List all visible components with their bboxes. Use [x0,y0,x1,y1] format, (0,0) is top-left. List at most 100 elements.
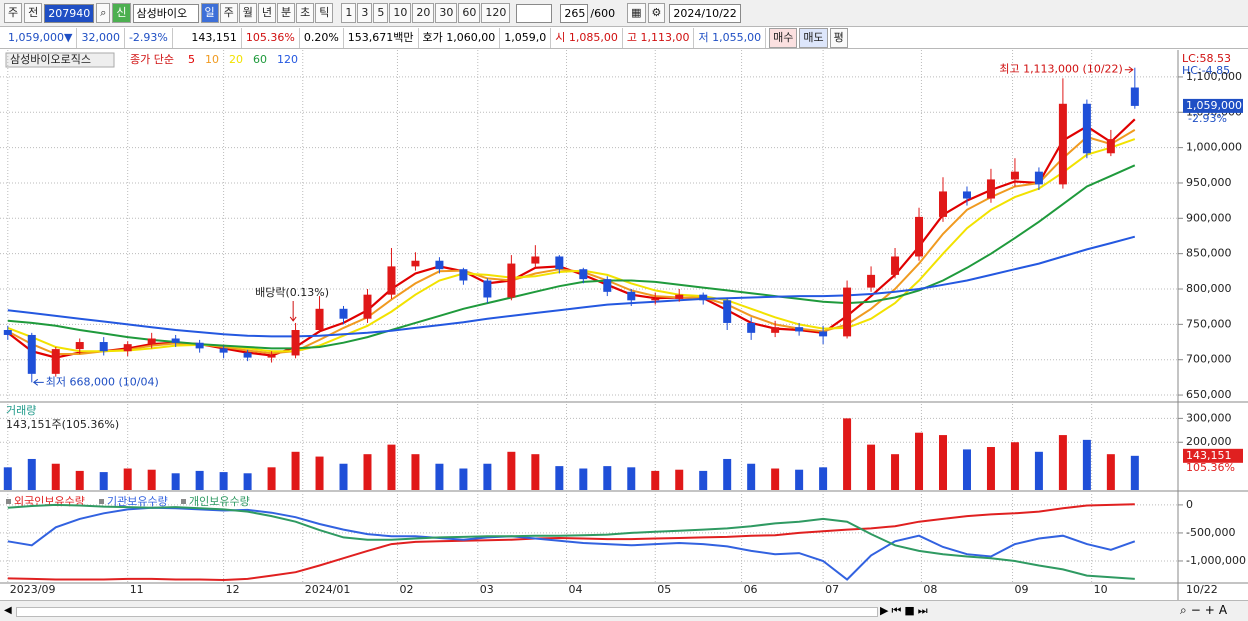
candle-body [795,327,804,332]
x-tick-label: 05 [657,583,671,596]
candle-body [459,269,468,281]
candle-body [315,308,324,331]
current-price: 1,059,000 [1186,99,1242,112]
toolbar-button[interactable]: 120 [481,3,511,23]
buy-button[interactable]: 매수 [769,27,798,48]
change: 32,000 [77,27,125,48]
toolbar-button[interactable]: 1 [341,3,357,23]
tool-button[interactable]: ⚙ [647,3,666,23]
y-tick-label: 900,000 [1186,211,1232,224]
bid: 1,059,0 [500,27,552,48]
y-tick-label: 850,000 [1186,247,1232,260]
legend-entry: 10 [205,53,219,66]
lc-label: LC:58.53 [1182,52,1231,65]
turnover: 0.20% [300,27,344,48]
volume-bar [75,470,84,490]
period-select[interactable]: 주 [4,3,23,23]
toolbar-button[interactable]: 틱 [315,3,334,23]
x-tick-label: 09 [1015,583,1029,596]
candle-body [387,266,396,295]
volume-bar [867,444,876,490]
amount: 153,671백만 [344,27,419,48]
code-input[interactable]: 207940 [44,3,95,23]
y-tick-label: 750,000 [1186,317,1232,330]
y-tick-label: 1,100,000 [1186,70,1242,83]
toolbar-button[interactable]: 월 [238,3,257,23]
avg-button[interactable]: 평 [829,27,848,48]
volume-bar [603,466,612,490]
legend-entry: 60 [253,53,267,66]
holding-line [7,506,1136,581]
toolbar-button[interactable]: 년 [257,3,277,23]
volume-bar [819,467,828,490]
candle-body [1058,103,1067,185]
toolbar-button[interactable]: 일 [200,3,219,23]
prev-button[interactable]: 전 [24,3,43,23]
volume-bar [27,458,36,490]
search-button[interactable]: ⌕ [96,3,111,23]
candle-body [219,348,228,353]
nav-buttons[interactable]: ▶⏮■⏭ [880,604,931,617]
volume-bar [51,463,60,490]
toolbar-button[interactable]: 3 [357,3,373,23]
toolbar-button[interactable]: 10 [389,3,412,23]
holding-line [7,503,1135,580]
y-tick-label: -1,000,000 [1186,554,1246,567]
scroll-left[interactable]: ◀ [4,605,12,616]
interval-input[interactable] [516,3,553,23]
toolbar-button[interactable]: 30 [435,3,458,23]
candle-body [1106,139,1115,154]
date-input[interactable]: 2024/10/22 [669,3,741,23]
candle-body [171,338,180,343]
toolbar-button[interactable]: 60 [458,3,481,23]
volume-bar [147,469,156,490]
toolbar-button[interactable]: 초 [296,3,315,23]
y-tick-label: 950,000 [1186,176,1232,189]
volume-bar [315,456,324,490]
candle-body [3,330,12,335]
volume-bar [675,469,684,490]
candle-body [962,191,971,199]
toolbar-button[interactable]: 주 [219,3,238,23]
tool-button[interactable]: ▦ [627,3,646,23]
y-tick-label: 300,000 [1186,411,1232,424]
x-tick-label: 12 [226,583,240,596]
volume-bar [986,447,995,490]
stock-name: 삼성바이오로직스 [10,53,91,66]
toolbar-button[interactable]: 분 [277,3,296,23]
sell-button[interactable]: 매도 [799,27,828,48]
max-count: /600 [590,6,616,20]
current-rate: -2.93% [1188,112,1227,125]
candle-body [555,256,564,270]
candle-body [27,334,36,374]
legend-entry: 20 [229,53,243,66]
x-tick-label: 08 [923,583,937,596]
toolbar-button[interactable]: 20 [412,3,435,23]
candle-body [675,294,684,299]
candle-body [1034,171,1043,185]
volume-bar [1082,439,1091,490]
volume-bar [339,463,348,490]
note-arrow [1124,66,1134,74]
toolbar-button[interactable]: 5 [373,3,389,23]
count-input[interactable]: 265 [560,3,589,23]
volume-bar [243,473,252,490]
y-tick-label: 650,000 [1186,388,1232,401]
volume-bar [627,467,636,490]
volume-bar [747,463,756,490]
scroll-track[interactable] [16,607,878,617]
current-volume: 143,151 [1186,449,1232,462]
high: 고 1,113,00 [623,27,695,48]
new-button[interactable]: 신 [112,3,131,23]
volume-title: 거래량 [6,404,36,417]
x-tick-label: 03 [480,583,494,596]
moving-average [7,235,1136,338]
x-tick-label: 04 [569,583,583,596]
current-volume-rate: 105.36% [1186,461,1235,474]
candle-body [363,294,372,319]
zoom-buttons[interactable]: ⌕−+A [1180,603,1232,617]
volume-bar [962,449,971,490]
volume-bar [363,454,372,490]
